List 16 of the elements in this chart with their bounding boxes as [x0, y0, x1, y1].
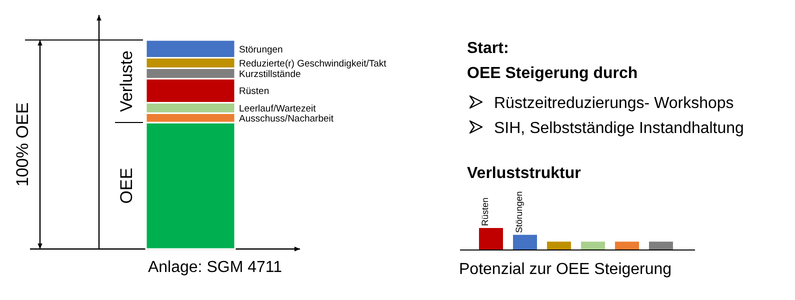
text: Start: — [467, 40, 509, 57]
text: OEE — [117, 168, 136, 204]
text: SIH, Selbstständige Instandhaltung — [494, 120, 744, 137]
series-label: Reduzierte(r) Geschwindigkeit/Takt — [239, 58, 387, 70]
x-axis-title: Potenzial zur OEE Steigerung — [459, 261, 672, 278]
text: OEE Steigerung durch — [467, 65, 638, 82]
series-label: Kurzstillstände — [239, 68, 301, 80]
chart-title: Verluststruktur — [467, 165, 581, 182]
series-label: Leerlauf/Wartezeit — [239, 103, 316, 114]
series-label: Störungen — [239, 44, 283, 56]
text: 100% OEE — [13, 102, 32, 187]
x-axis-title: Anlage: SGM 4711 — [148, 259, 282, 276]
text: Rüstzeitreduzierungs- Workshops — [494, 95, 734, 112]
series-label: Rüsten — [239, 86, 270, 98]
series-label: Ausschuss/Nacharbeit — [239, 113, 334, 124]
text: Verluste — [117, 50, 136, 112]
